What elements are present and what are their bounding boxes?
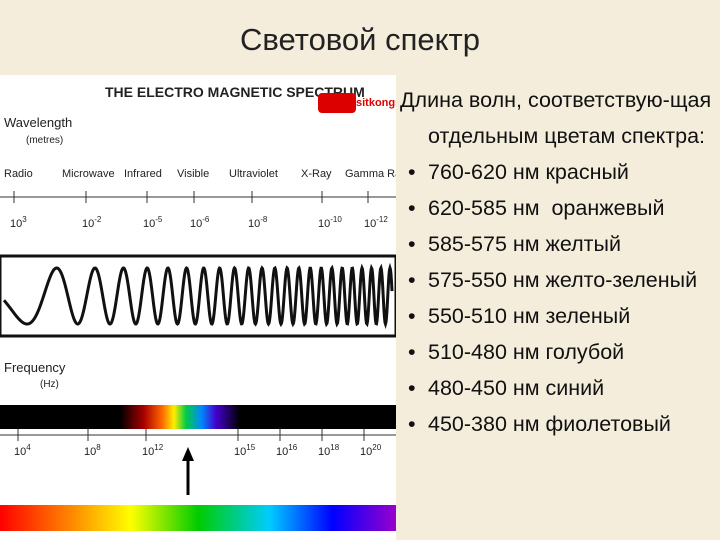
tick-exponent: 12 xyxy=(154,443,163,452)
tick-base: 10 xyxy=(142,446,154,458)
list-item: 480-450 нм синий xyxy=(400,370,718,406)
tick-label: 10-2 xyxy=(82,215,102,230)
tick-label: 1016 xyxy=(276,443,298,458)
tick-base: 10 xyxy=(318,218,330,230)
slide-title: Световой спектр xyxy=(240,22,480,57)
tick-label: 10-6 xyxy=(190,215,210,230)
tick-exponent: 16 xyxy=(288,443,297,452)
tick-base: 10 xyxy=(248,218,260,230)
frequency-unit: (Hz) xyxy=(40,379,59,390)
tick-exponent: 15 xyxy=(246,443,255,452)
wavelength-label: Wavelength xyxy=(4,115,72,130)
list-item: 550-510 нм зеленый xyxy=(400,298,718,334)
tick-exponent: -8 xyxy=(260,215,268,224)
list-intro: Длина волн, соответствую-щая отдельным ц… xyxy=(400,88,718,148)
tick-exponent: 3 xyxy=(22,215,27,224)
tick-base: 10 xyxy=(84,446,96,458)
rainbow-bar xyxy=(0,505,396,531)
visible-band xyxy=(120,405,240,429)
tick-exponent: 18 xyxy=(330,443,339,452)
band-label: X-Ray xyxy=(301,168,332,180)
list-item: 450-380 нм фиолетовый xyxy=(400,406,718,442)
tick-base: 10 xyxy=(234,446,246,458)
list-item: 760-620 нм красный xyxy=(400,154,718,190)
arrow-head xyxy=(182,447,194,461)
tick-base: 10 xyxy=(10,218,22,230)
wavelength-list: Длина волн, соответствую-щая отдельным ц… xyxy=(400,82,718,442)
tick-exponent: -12 xyxy=(376,215,388,224)
band-label: Microwave xyxy=(62,168,115,180)
tick-exponent: -6 xyxy=(202,215,210,224)
tick-base: 10 xyxy=(190,218,202,230)
band-label: Visible xyxy=(177,168,209,180)
list-item: 620-585 нм оранжевый xyxy=(400,190,718,226)
tick-base: 10 xyxy=(318,446,330,458)
tick-exponent: -2 xyxy=(94,215,102,224)
figure-heading: THE ELECTRO MAGNETIC SPECTRUM xyxy=(105,84,365,100)
tick-label: 10-5 xyxy=(143,215,163,230)
tick-label: 10-12 xyxy=(364,215,388,230)
tick-label: 108 xyxy=(84,443,101,458)
tick-exponent: -5 xyxy=(155,215,163,224)
tick-base: 10 xyxy=(143,218,155,230)
list-item: 585-575 нм желтый xyxy=(400,226,718,262)
tick-exponent: 8 xyxy=(96,443,101,452)
tick-label: 10-10 xyxy=(318,215,342,230)
tick-base: 10 xyxy=(276,446,288,458)
band-label: Radio xyxy=(4,168,33,180)
wavelength-unit: (metres) xyxy=(26,135,63,146)
band-label: Ultraviolet xyxy=(229,168,278,180)
watermark: sitkongs xyxy=(356,97,396,109)
band-label: Infrared xyxy=(124,168,162,180)
logo xyxy=(318,93,356,113)
list-item: 575-550 нм желто-зеленый xyxy=(400,262,718,298)
tick-exponent: 20 xyxy=(372,443,381,452)
tick-label: 10-8 xyxy=(248,215,268,230)
band-label: Gamma Ray xyxy=(345,168,396,180)
list-item: 510-480 нм голубой xyxy=(400,334,718,370)
tick-label: 104 xyxy=(14,443,31,458)
tick-base: 10 xyxy=(360,446,372,458)
tick-base: 10 xyxy=(364,218,376,230)
tick-label: 1015 xyxy=(234,443,256,458)
tick-base: 10 xyxy=(14,446,26,458)
tick-exponent: 4 xyxy=(26,443,31,452)
wave xyxy=(2,262,394,330)
frequency-label: Frequency xyxy=(4,360,66,375)
tick-label: 1018 xyxy=(318,443,340,458)
tick-exponent: -10 xyxy=(330,215,342,224)
tick-label: 1012 xyxy=(142,443,164,458)
tick-label: 103 xyxy=(10,215,27,230)
tick-base: 10 xyxy=(82,218,94,230)
spectrum-figure: THE ELECTRO MAGNETIC SPECTRUM sitkongs W… xyxy=(0,75,396,540)
tick-label: 1020 xyxy=(360,443,382,458)
